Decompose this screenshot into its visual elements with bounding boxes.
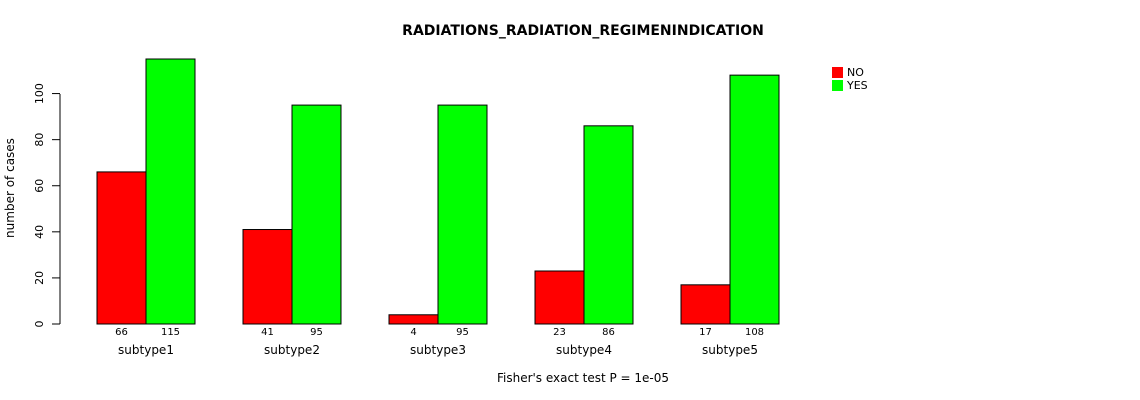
bar-value-label: 86: [602, 327, 615, 338]
bar-value-label: 108: [745, 327, 764, 338]
y-tick-label: 20: [33, 271, 46, 285]
y-tick-label: 60: [33, 179, 46, 193]
bar-no-subtype3: [388, 314, 439, 325]
bar-value-label: 95: [456, 327, 469, 338]
category-label-subtype1: subtype1: [118, 343, 174, 357]
bar-value-label: 115: [161, 327, 180, 338]
chart-title: RADIATIONS_RADIATION_REGIMENINDICATION: [402, 23, 764, 39]
bar-value-label: 41: [261, 327, 274, 338]
bar-value-label: 66: [115, 327, 128, 338]
bar-yes-subtype3: [437, 104, 488, 325]
bar-yes-subtype4: [583, 125, 634, 325]
bar-no-subtype1: [96, 171, 147, 325]
bars-group: [96, 58, 780, 325]
category-labels: subtype1 subtype2 subtype3 subtype4 subtype5: [118, 343, 758, 357]
legend-swatch-yes: [832, 80, 843, 91]
bar-no-subtype4: [534, 270, 585, 325]
fisher-test-note: Fisher's exact test P = 1e-05: [497, 371, 669, 385]
bar-value-label: 95: [310, 327, 323, 338]
category-label-subtype3: subtype3: [410, 343, 466, 357]
category-label-subtype4: subtype4: [556, 343, 612, 357]
bar-yes-subtype1: [145, 58, 196, 325]
y-tick-label: 100: [33, 83, 46, 104]
bar-no-subtype5: [680, 284, 731, 325]
bar-value-label: 4: [410, 327, 416, 338]
bar-value-labels: 66 115 41 95 4 95 23 86 17 108: [115, 327, 764, 338]
y-axis-label: number of cases: [3, 138, 17, 238]
y-axis-ticks: 0 20 40 60 80 100: [33, 83, 60, 328]
legend-label-no: NO: [847, 66, 864, 79]
bar-value-label: 17: [699, 327, 712, 338]
category-label-subtype2: subtype2: [264, 343, 320, 357]
y-tick-label: 40: [33, 225, 46, 239]
y-tick-label: 0: [33, 321, 46, 328]
bar-no-subtype2: [242, 229, 293, 325]
legend-label-yes: YES: [846, 79, 868, 92]
legend-swatch-no: [832, 67, 843, 78]
bar-value-label: 23: [553, 327, 566, 338]
y-tick-label: 80: [33, 133, 46, 147]
bar-yes-subtype2: [291, 104, 342, 325]
bar-yes-subtype5: [729, 74, 780, 325]
category-label-subtype5: subtype5: [702, 343, 758, 357]
